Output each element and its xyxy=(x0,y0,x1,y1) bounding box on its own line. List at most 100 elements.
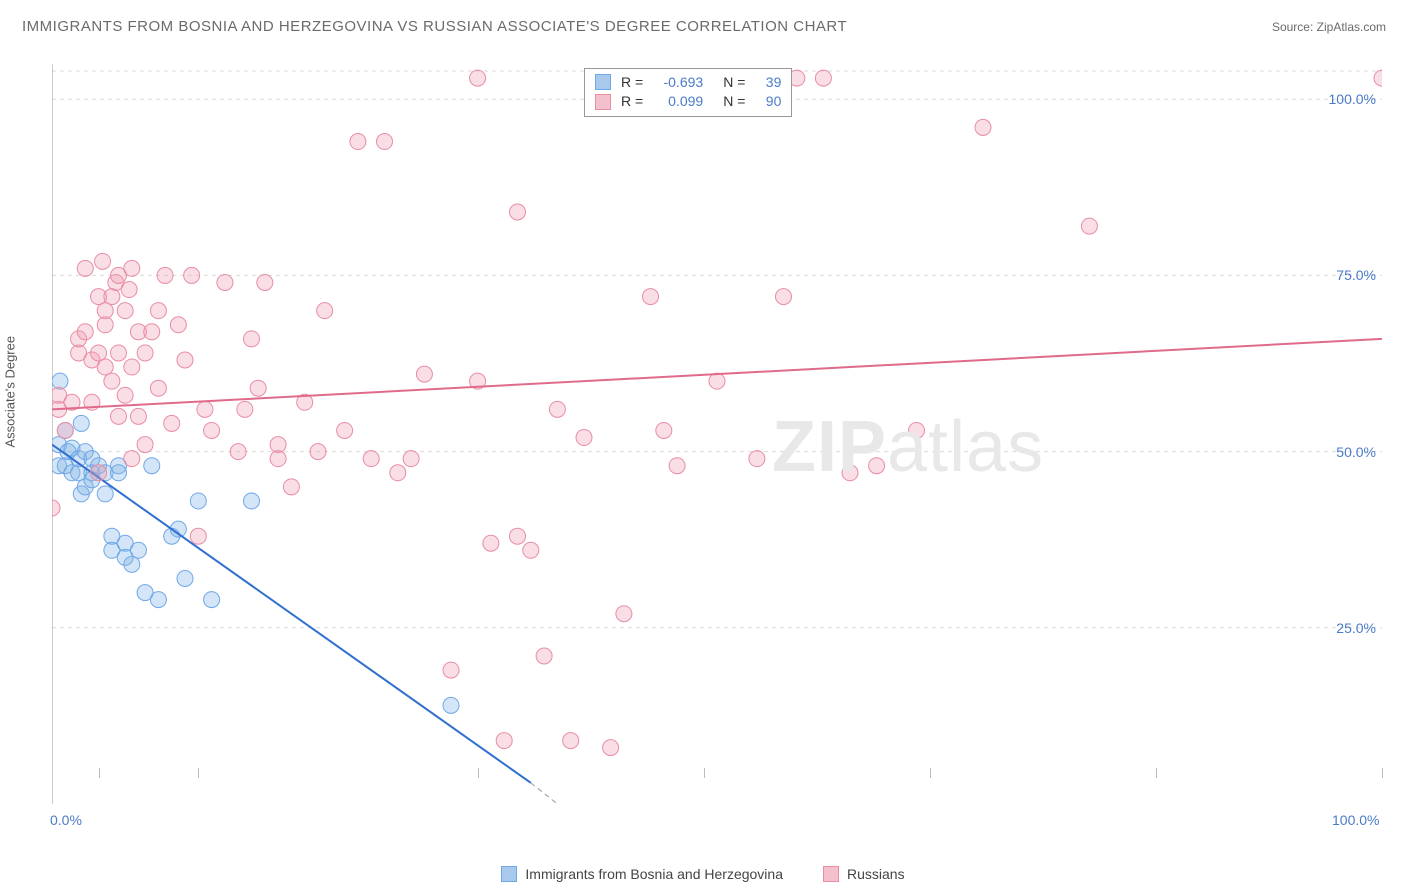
data-point xyxy=(52,373,68,389)
x-tick-label: 0.0% xyxy=(50,812,82,828)
data-point xyxy=(144,324,160,340)
legend-item: Immigrants from Bosnia and Herzegovina xyxy=(501,866,783,882)
data-point xyxy=(157,267,173,283)
legend-swatch xyxy=(501,866,517,882)
data-point xyxy=(869,458,885,474)
data-point xyxy=(350,134,366,150)
data-point xyxy=(97,303,113,319)
data-point xyxy=(204,422,220,438)
data-point xyxy=(250,380,266,396)
data-point xyxy=(363,451,379,467)
y-tick-label: 100.0% xyxy=(1329,91,1376,107)
regression-line xyxy=(52,339,1382,409)
data-point xyxy=(549,401,565,417)
data-point xyxy=(121,282,137,298)
data-point xyxy=(91,345,107,361)
legend-item: Russians xyxy=(823,866,905,882)
x-minor-tick xyxy=(1382,768,1383,778)
data-point xyxy=(749,451,765,467)
y-tick-label: 25.0% xyxy=(1336,620,1376,636)
data-point xyxy=(111,465,127,481)
data-point xyxy=(73,415,89,431)
data-point xyxy=(124,260,140,276)
legend-swatch xyxy=(823,866,839,882)
data-point xyxy=(669,458,685,474)
y-tick-label: 50.0% xyxy=(1336,444,1376,460)
data-point xyxy=(257,274,273,290)
data-point xyxy=(377,134,393,150)
x-minor-tick xyxy=(1156,768,1157,778)
x-minor-tick xyxy=(478,768,479,778)
data-point xyxy=(237,401,253,417)
data-point xyxy=(470,70,486,86)
data-point xyxy=(270,451,286,467)
data-point xyxy=(656,422,672,438)
data-point xyxy=(190,528,206,544)
scatter-plot xyxy=(52,56,1382,826)
correlation-row: R =-0.693N =39 xyxy=(595,73,781,93)
data-point xyxy=(137,437,153,453)
data-point xyxy=(77,260,93,276)
data-point xyxy=(190,493,206,509)
correlation-box: R =-0.693N =39R =0.099N =90 xyxy=(584,68,792,117)
data-point xyxy=(124,556,140,572)
data-point xyxy=(709,373,725,389)
data-point xyxy=(184,267,200,283)
data-point xyxy=(124,451,140,467)
data-point xyxy=(104,373,120,389)
chart-area: ZIPatlas R =-0.693N =39R =0.099N =90 25.… xyxy=(52,56,1382,826)
data-point xyxy=(117,303,133,319)
data-point xyxy=(104,289,120,305)
x-tick-label: 100.0% xyxy=(1332,812,1379,828)
data-point xyxy=(97,359,113,375)
data-point xyxy=(496,733,512,749)
data-point xyxy=(603,740,619,756)
data-point xyxy=(150,592,166,608)
legend-swatch xyxy=(595,94,611,110)
data-point xyxy=(443,697,459,713)
data-point xyxy=(510,528,526,544)
data-point xyxy=(337,422,353,438)
data-point xyxy=(842,465,858,481)
x-minor-tick xyxy=(99,768,100,778)
data-point xyxy=(776,289,792,305)
data-point xyxy=(1374,70,1382,86)
data-point xyxy=(150,380,166,396)
data-point xyxy=(217,274,233,290)
chart-title: IMMIGRANTS FROM BOSNIA AND HERZEGOVINA V… xyxy=(22,18,847,35)
data-point xyxy=(230,444,246,460)
data-point xyxy=(244,493,260,509)
data-point xyxy=(150,303,166,319)
data-point xyxy=(975,119,991,135)
data-point xyxy=(416,366,432,382)
legend-label: Russians xyxy=(847,866,905,882)
data-point xyxy=(124,359,140,375)
source-label: Source: ZipAtlas.com xyxy=(1272,20,1386,34)
data-point xyxy=(91,465,107,481)
data-point xyxy=(815,70,831,86)
legend-swatch xyxy=(595,74,611,90)
data-point xyxy=(204,592,220,608)
data-point xyxy=(97,486,113,502)
data-point xyxy=(111,408,127,424)
data-point xyxy=(117,387,133,403)
data-point xyxy=(197,401,213,417)
data-point xyxy=(137,345,153,361)
data-point xyxy=(177,570,193,586)
data-point xyxy=(111,345,127,361)
data-point xyxy=(52,500,60,516)
data-point xyxy=(403,451,419,467)
data-point xyxy=(390,465,406,481)
data-point xyxy=(57,422,73,438)
data-point xyxy=(909,422,925,438)
data-point xyxy=(510,204,526,220)
data-point xyxy=(130,542,146,558)
data-point xyxy=(130,408,146,424)
y-tick-label: 75.0% xyxy=(1336,267,1376,283)
correlation-row: R =0.099N =90 xyxy=(595,92,781,112)
data-point xyxy=(523,542,539,558)
x-minor-tick xyxy=(198,768,199,778)
data-point xyxy=(283,479,299,495)
data-point xyxy=(483,535,499,551)
x-minor-tick xyxy=(930,768,931,778)
